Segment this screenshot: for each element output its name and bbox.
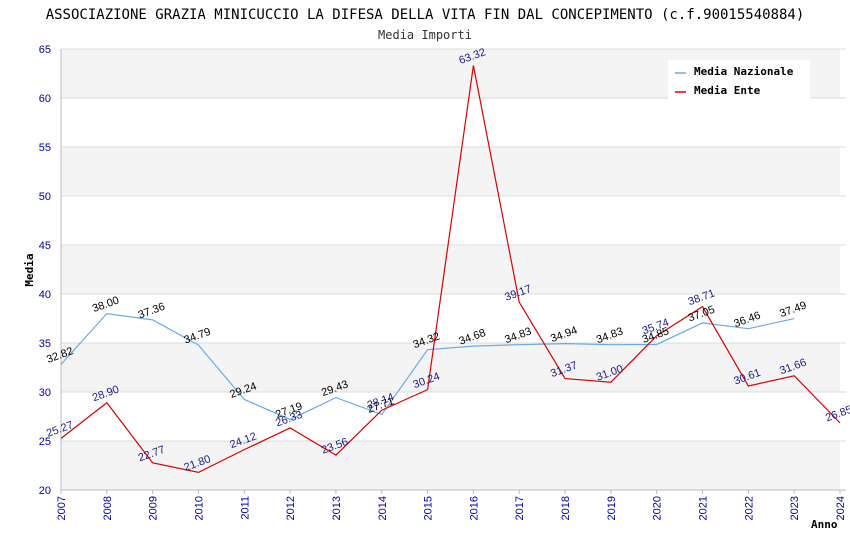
- x-tick-labels: 2007 2008 2009 2010 2011 2012 2013 2014 2015 2016…: [56, 490, 847, 520]
- y-tick-label: 25: [39, 436, 51, 448]
- x-tick-label: 2009: [148, 496, 160, 520]
- legend: Media Nazionale Media Ente: [668, 60, 810, 102]
- grid-band: [61, 147, 840, 196]
- x-tick-label: 2015: [423, 496, 435, 520]
- y-tick-label: 40: [39, 289, 51, 301]
- chart-subtitle: Media Importi: [378, 28, 472, 42]
- x-tick-label: 2011: [239, 496, 251, 520]
- x-tick-label: 2010: [193, 496, 205, 520]
- x-tick-label: 2023: [789, 496, 801, 520]
- y-tick-label: 35: [39, 338, 51, 350]
- x-axis-title: Anno: [811, 518, 838, 531]
- y-tick-label: 65: [39, 44, 51, 56]
- legend-box: [668, 60, 810, 102]
- y-tick-label: 60: [39, 93, 51, 105]
- x-tick-label: 2024: [835, 496, 847, 520]
- x-tick-label: 2021: [698, 496, 710, 520]
- legend-label-media-ente: Media Ente: [694, 84, 761, 97]
- x-tick-label: 2012: [285, 496, 297, 520]
- x-tick-label: 2017: [514, 496, 526, 520]
- legend-label-media-nazionale: Media Nazionale: [694, 65, 794, 78]
- x-tick-label: 2013: [331, 496, 343, 520]
- y-tick-label: 45: [39, 240, 51, 252]
- y-tick-label: 30: [39, 387, 51, 399]
- x-tick-label: 2007: [56, 496, 68, 520]
- x-tick-label: 2019: [606, 496, 618, 520]
- y-tick-labels: 20 25 30 35 40 45 50 55 60 65: [39, 44, 51, 497]
- x-tick-label: 2020: [652, 496, 664, 520]
- x-tick-label: 2018: [560, 496, 572, 520]
- series-lines: [60, 65, 841, 473]
- y-axis-title: Media: [23, 253, 36, 286]
- x-tick-label: 2022: [743, 496, 755, 520]
- grid-band: [61, 245, 840, 294]
- x-tick-label: 2014: [377, 496, 389, 520]
- plot-background: [61, 49, 840, 490]
- x-tick-label: 2016: [468, 496, 480, 520]
- gridlines: [61, 48, 846, 491]
- series-line-0: [60, 312, 795, 421]
- x-tick-label: 2008: [102, 496, 114, 520]
- y-tick-label: 55: [39, 142, 51, 154]
- chart-title: ASSOCIAZIONE GRAZIA MINICUCCIO LA DIFESA…: [46, 7, 805, 23]
- series-line-1: [60, 65, 841, 473]
- y-tick-label: 20: [39, 485, 51, 497]
- axes: [60, 49, 846, 491]
- grid-band: [61, 343, 840, 392]
- y-tick-label: 50: [39, 191, 51, 203]
- grid-band: [61, 441, 840, 490]
